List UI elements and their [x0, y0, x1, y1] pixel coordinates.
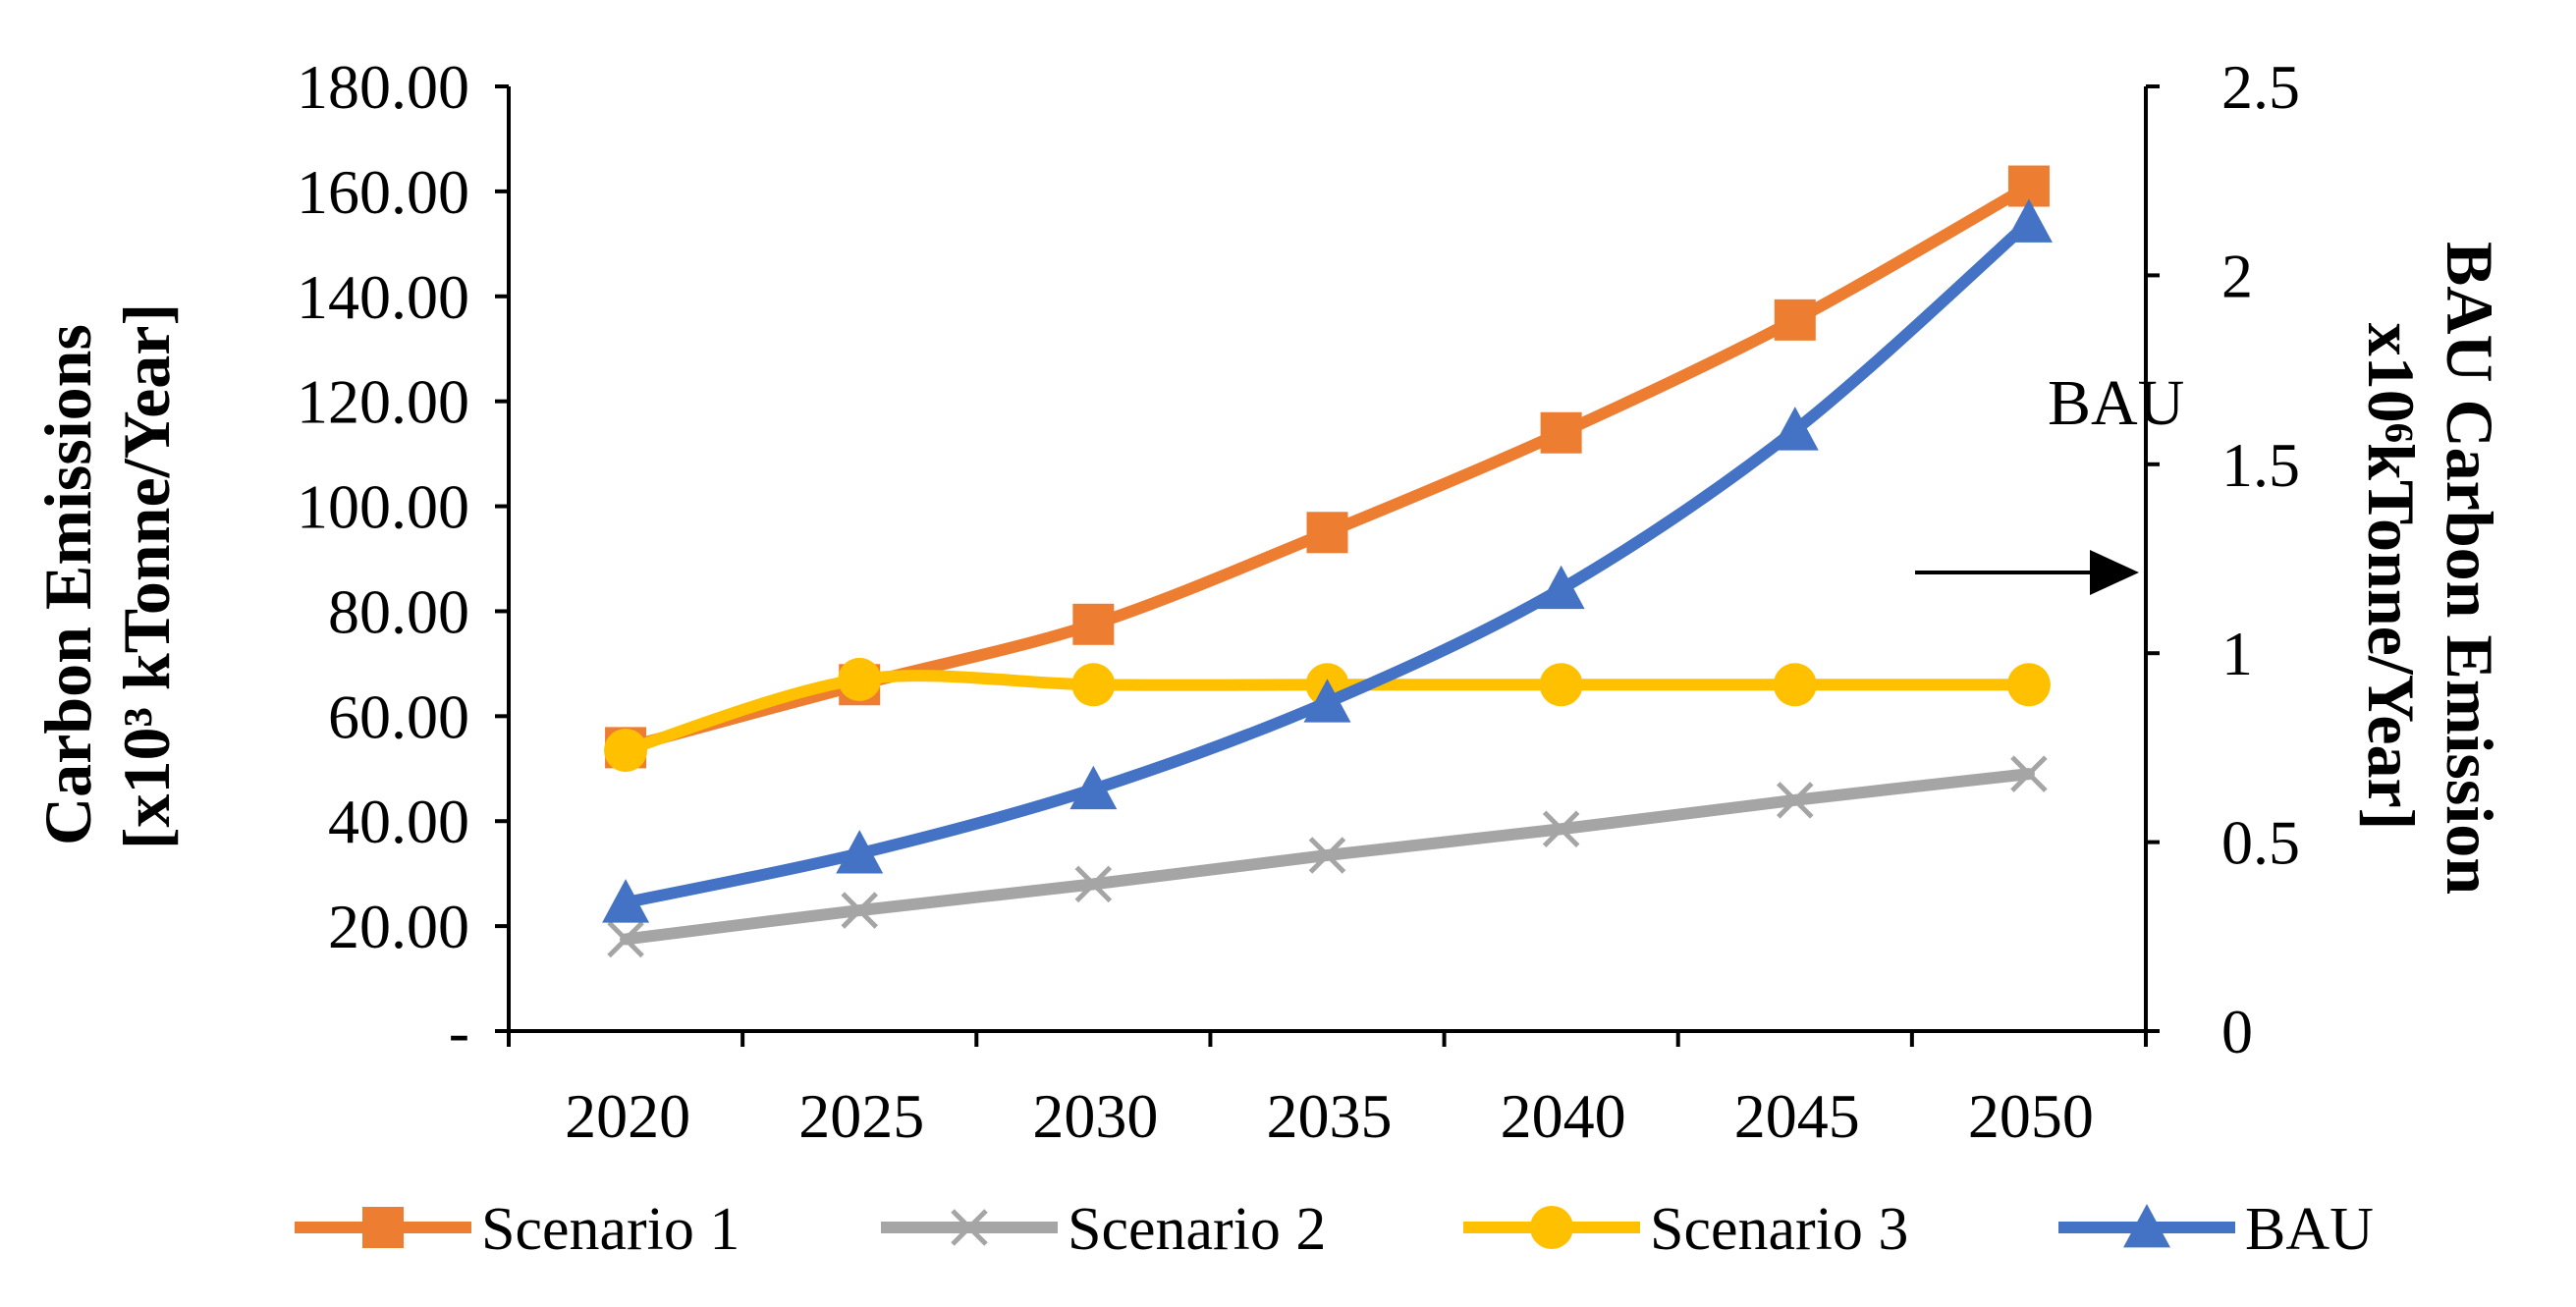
legend-marker-scenario-2 [951, 1209, 988, 1246]
legend-label-scenario-2: Scenario 2 [1068, 1196, 1326, 1263]
data-point-bau [1771, 407, 1819, 451]
data-point-scenario-1 [1540, 411, 1582, 454]
legend-marker-scenario-3 [1530, 1206, 1573, 1249]
left-tick-label: - [449, 997, 469, 1066]
legend-marker-scenario-1 [362, 1207, 404, 1248]
legend-label-bau: BAU [2245, 1196, 2374, 1263]
left-tick-label: 160.00 [297, 157, 469, 227]
data-point-bau [1069, 765, 1118, 810]
data-point-scenario-2 [2010, 755, 2048, 792]
series-layer [602, 165, 2053, 958]
data-point-scenario-3 [1773, 663, 1817, 707]
left-tick-label: 140.00 [297, 262, 469, 332]
legend-item-scenario-3: Scenario 3 [1463, 1196, 1908, 1263]
legend-item-bau: BAU [2058, 1196, 2374, 1263]
left-tick-label: 80.00 [328, 576, 469, 646]
data-point-scenario-2 [607, 920, 644, 958]
data-point-scenario-2 [1542, 810, 1580, 848]
data-point-scenario-1 [1774, 299, 1816, 341]
x-tick-label: 2045 [1734, 1081, 1860, 1151]
x-tick-label: 2025 [798, 1081, 924, 1151]
legend-label-scenario-1: Scenario 1 [481, 1196, 740, 1263]
right-axis-title: BAU Carbon Emission x10⁶kTonne/Year] [2354, 242, 2507, 911]
data-point-bau [1537, 565, 1585, 610]
x-tick-label: 2030 [1032, 1081, 1158, 1151]
x-tick-label: 2035 [1267, 1081, 1393, 1151]
left-tick-label: 60.00 [328, 681, 469, 751]
right-axis-title-line2: x10⁶kTonne/Year] [2354, 323, 2429, 831]
series-scenario-2 [607, 755, 2048, 958]
x-tick-label: 2050 [1968, 1081, 2094, 1151]
bau-annotation-label: BAU [2048, 367, 2184, 439]
x-tick-label: 2040 [1501, 1081, 1626, 1151]
data-point-scenario-3 [604, 729, 648, 773]
legend-label-scenario-3: Scenario 3 [1650, 1196, 1908, 1263]
left-axis-title-line2: [x10³ kTonne/Year] [109, 303, 184, 849]
legend-item-scenario-2: Scenario 2 [881, 1196, 1326, 1263]
legend-item-scenario-1: Scenario 1 [295, 1196, 740, 1263]
x-axis-ticks: 2020 2025 2030 2035 2040 2045 2050 [507, 1031, 2148, 1151]
data-point-scenario-3 [1071, 663, 1116, 707]
left-tick-label: 120.00 [297, 367, 469, 437]
right-tick-label: 1 [2221, 619, 2253, 688]
left-tick-label: 180.00 [297, 52, 469, 122]
data-point-scenario-2 [1308, 837, 1346, 874]
right-tick-label: 0.5 [2221, 808, 2300, 878]
left-axis-title-line1: Carbon Emissions [30, 324, 105, 845]
right-tick-label: 0 [2221, 997, 2253, 1066]
bau-annotation-arrow-head [2090, 550, 2139, 595]
data-point-scenario-2 [1777, 782, 1814, 819]
right-tick-label: 2.5 [2221, 52, 2300, 122]
data-point-scenario-3 [838, 657, 882, 701]
right-tick-label: 2 [2221, 241, 2253, 310]
legend-marker-bau [2123, 1204, 2170, 1248]
right-tick-label: 1.5 [2221, 430, 2300, 500]
left-axis-title: Carbon Emissions [x10³ kTonne/Year] [30, 303, 184, 849]
series-bau [602, 198, 2053, 923]
data-point-scenario-3 [1539, 663, 1583, 707]
data-point-bau [1303, 679, 1351, 723]
x-tick-label: 2020 [565, 1081, 690, 1151]
left-tick-label: 20.00 [328, 892, 469, 961]
data-point-scenario-1 [1306, 512, 1348, 554]
data-point-bau [836, 830, 884, 874]
data-point-bau [2004, 198, 2053, 243]
left-tick-label: 40.00 [328, 787, 469, 856]
right-axis-title-line1: BAU Carbon Emission [2433, 242, 2507, 895]
axes [507, 86, 2148, 1033]
data-point-scenario-1 [1072, 603, 1115, 645]
data-point-scenario-2 [1074, 865, 1113, 903]
legend: Scenario 1 Scenario 2 Scenario 3 BAU [295, 1196, 2374, 1263]
data-point-scenario-2 [841, 892, 878, 929]
left-axis-ticks: - 20.00 40.00 60.00 80.00 100.00 120.00 140.00 1… [297, 52, 509, 1066]
left-tick-label: 100.00 [297, 472, 469, 542]
right-axis-ticks: 0 0.5 1 1.5 2 2.5 [2146, 52, 2300, 1066]
bau-annotation: BAU [1915, 367, 2184, 595]
data-point-scenario-3 [2006, 663, 2051, 707]
data-point-bau [602, 879, 650, 923]
